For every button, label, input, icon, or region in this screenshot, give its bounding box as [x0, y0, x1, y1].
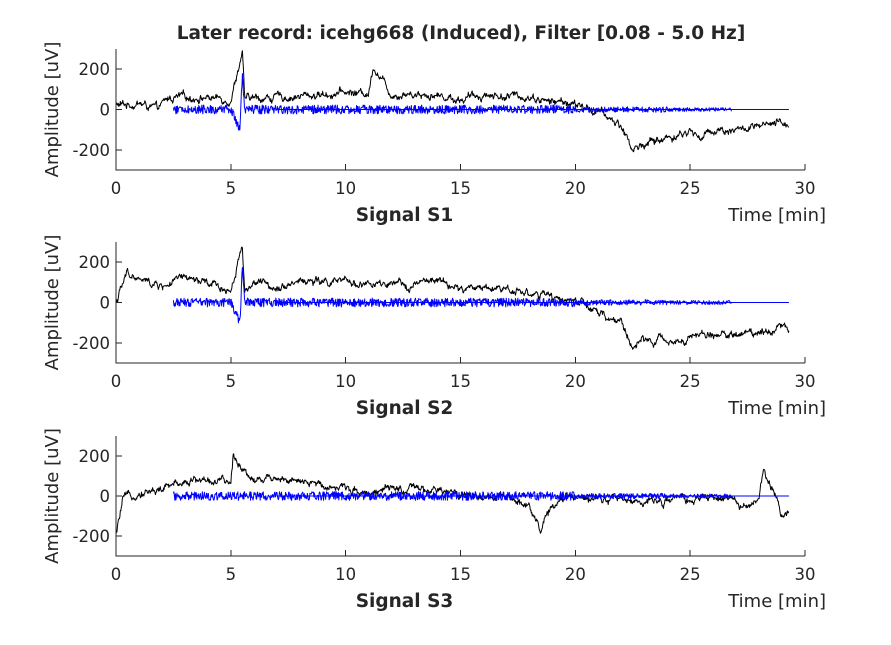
plot-area: [116, 50, 790, 153]
y-tick-label: 200: [79, 447, 111, 466]
x-unit-label: Time [min]: [727, 591, 826, 612]
x-tick-label: 15: [450, 565, 471, 584]
x-axis-label: Signal S1: [356, 205, 454, 226]
plot-area: [116, 246, 790, 350]
x-tick-label: 10: [335, 179, 356, 198]
x-tick-label: 30: [795, 372, 816, 391]
raw-signal-line: [116, 246, 790, 350]
x-tick-label: 10: [335, 372, 356, 391]
x-tick-label: 30: [795, 179, 816, 198]
x-tick-label: 25: [680, 179, 701, 198]
x-tick-label: 25: [680, 372, 701, 391]
x-tick-label: 5: [226, 565, 237, 584]
x-tick-label: 20: [565, 565, 586, 584]
y-tick-label: -200: [73, 334, 110, 353]
y-tick-label: 0: [100, 487, 111, 506]
y-tick-label: 0: [100, 101, 111, 120]
x-tick-label: 0: [111, 565, 122, 584]
x-tick-label: 5: [226, 372, 237, 391]
x-tick-label: 10: [335, 565, 356, 584]
x-axis-label: Signal S2: [356, 398, 454, 419]
x-tick-label: 30: [795, 565, 816, 584]
y-axis-label: Amplitude [uV]: [42, 428, 63, 564]
y-tick-label: 0: [100, 294, 111, 313]
x-unit-label: Time [min]: [727, 205, 826, 226]
x-tick-label: 5: [226, 179, 237, 198]
x-tick-label: 20: [565, 179, 586, 198]
x-tick-label: 0: [111, 372, 122, 391]
filtered-signal-line: [172, 491, 732, 501]
y-tick-label: 200: [79, 253, 111, 272]
x-tick-label: 15: [450, 372, 471, 391]
y-axis-label: Amplitude [uV]: [42, 235, 63, 371]
figure-title: Later record: icehg668 (Induced), Filter…: [177, 23, 746, 44]
raw-signal-line: [116, 50, 790, 153]
x-unit-label: Time [min]: [727, 398, 826, 419]
x-tick-label: 15: [450, 179, 471, 198]
x-tick-label: 20: [565, 372, 586, 391]
y-tick-label: 200: [79, 60, 111, 79]
y-tick-label: -200: [73, 527, 110, 546]
y-tick-label: -200: [73, 141, 110, 160]
x-tick-label: 25: [680, 565, 701, 584]
y-axis-label: Amplitude [uV]: [42, 42, 63, 178]
x-tick-label: 0: [111, 179, 122, 198]
x-axis-label: Signal S3: [356, 591, 454, 612]
plot-area: [116, 453, 790, 535]
filtered-signal-line: [172, 73, 732, 131]
